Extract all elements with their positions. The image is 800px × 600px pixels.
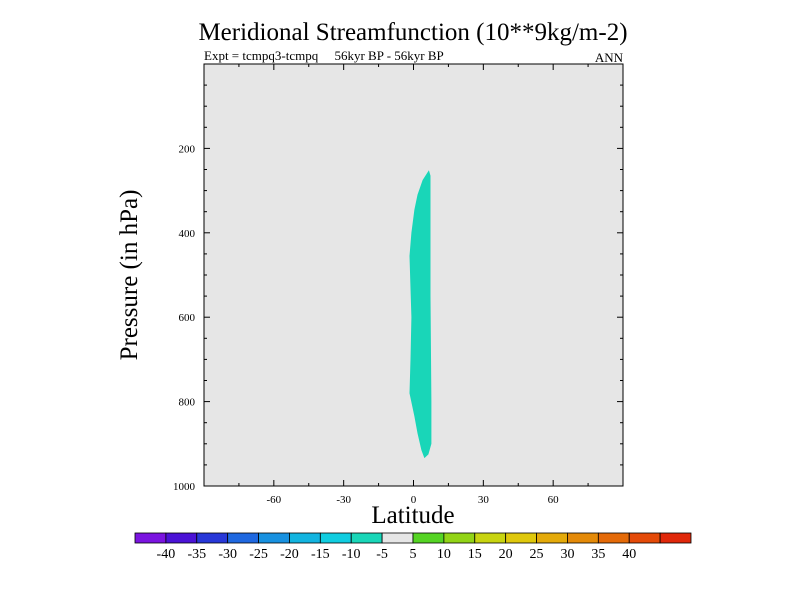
colorbar-label: 30 bbox=[560, 547, 574, 562]
y-axis-title: Pressure (in hPa) bbox=[116, 190, 143, 361]
colorbar-swatch bbox=[597, 532, 630, 544]
chart-title: Meridional Streamfunction (10**9kg/m-2) bbox=[198, 19, 627, 46]
colorbar-swatch bbox=[134, 532, 167, 544]
colorbar-label: -35 bbox=[187, 547, 206, 562]
y-tick-label: 1000 bbox=[173, 481, 196, 493]
colorbar-swatch bbox=[381, 532, 414, 544]
y-tick-label: 400 bbox=[179, 228, 196, 240]
colorbar-label: 15 bbox=[468, 547, 482, 562]
colorbar-swatch bbox=[350, 532, 383, 544]
y-tick-label: 600 bbox=[179, 312, 196, 324]
colorbar-label: -5 bbox=[376, 547, 388, 562]
colorbar-swatch bbox=[319, 532, 352, 544]
x-axis-title: Latitude bbox=[371, 502, 454, 529]
streamfunction-contour-region bbox=[409, 170, 432, 459]
colorbar-swatch bbox=[258, 532, 290, 544]
x-tick-label: -60 bbox=[266, 494, 281, 506]
axis-ticks: -60 -30 0 30 60 200 400 600 800 1000 bbox=[173, 64, 623, 506]
x-tick-label: -30 bbox=[336, 494, 351, 506]
contour-layer bbox=[409, 170, 432, 459]
colorbar: -40 -35 -30 -25 -20 -15 -10 -5 5 10 15 20 25 30 35 40 bbox=[134, 532, 692, 562]
colorbar-label: 10 bbox=[437, 547, 451, 562]
colorbar-swatch bbox=[505, 532, 537, 544]
colorbar-swatch bbox=[628, 532, 661, 544]
x-tick-label: 60 bbox=[548, 494, 560, 506]
y-tick-label: 200 bbox=[179, 143, 196, 155]
experiment-subtitle: Expt = tcmpq3-tcmpq 56kyr BP - 56kyr BP bbox=[204, 48, 444, 63]
colorbar-swatch bbox=[412, 532, 445, 544]
colorbar-swatch bbox=[536, 532, 568, 544]
colorbar-swatch bbox=[289, 532, 321, 544]
x-tick-label: 0 bbox=[411, 494, 417, 506]
colorbar-swatch bbox=[165, 532, 198, 544]
colorbar-swatch bbox=[659, 532, 692, 544]
colorbar-swatch bbox=[474, 532, 507, 544]
colorbar-label: -25 bbox=[249, 547, 268, 562]
colorbar-label: -40 bbox=[157, 547, 176, 562]
colorbar-label: 35 bbox=[591, 547, 605, 562]
colorbar-label: 5 bbox=[410, 547, 417, 562]
colorbar-swatch bbox=[443, 532, 476, 544]
colorbar-swatch bbox=[227, 532, 259, 544]
colorbar-label: -15 bbox=[311, 547, 330, 562]
colorbar-swatch bbox=[196, 532, 229, 544]
colorbar-label: 40 bbox=[622, 547, 636, 562]
colorbar-label: -20 bbox=[280, 547, 299, 562]
colorbar-label: -30 bbox=[218, 547, 237, 562]
colorbar-label: 25 bbox=[530, 547, 544, 562]
colorbar-label: -10 bbox=[342, 547, 361, 562]
y-tick-label: 800 bbox=[179, 397, 196, 409]
season-label: ANN bbox=[595, 50, 624, 65]
x-tick-label: 30 bbox=[478, 494, 490, 506]
plot-frame bbox=[203, 63, 624, 487]
colorbar-label: 20 bbox=[499, 547, 513, 562]
colorbar-swatch bbox=[567, 532, 599, 544]
